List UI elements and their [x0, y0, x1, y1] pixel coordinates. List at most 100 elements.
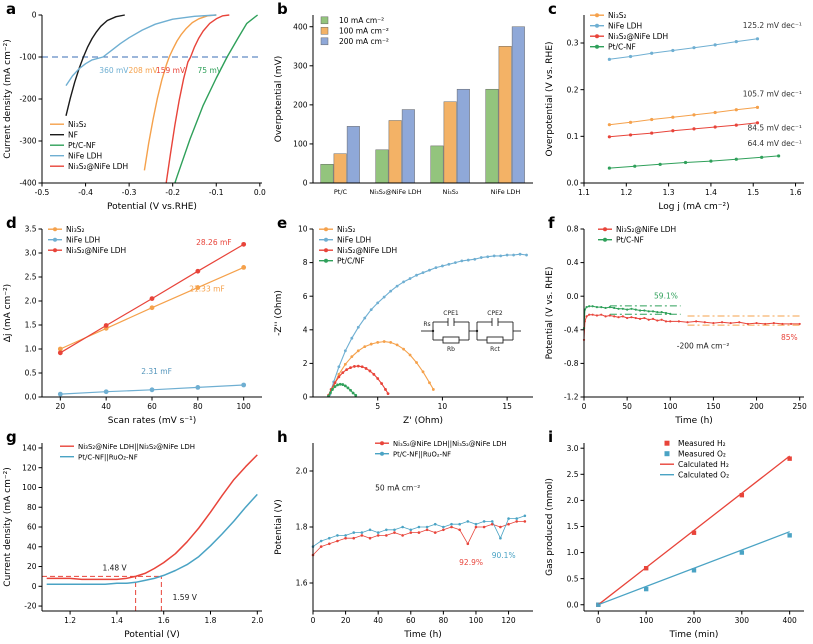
marker: [691, 530, 697, 535]
marker: [338, 382, 342, 386]
marker: [421, 370, 425, 374]
svg-text:-200 mA cm⁻²: -200 mA cm⁻²: [677, 341, 730, 350]
marker: [376, 341, 380, 344]
series-line: [46, 454, 258, 581]
marker: [337, 365, 341, 369]
svg-text:100: 100: [22, 483, 37, 492]
marker: [428, 268, 431, 272]
svg-text:Overpotential (V vs. RHE): Overpotential (V vs. RHE): [545, 41, 555, 156]
svg-text:Pt/C-NF: Pt/C-NF: [616, 236, 644, 245]
panel-h: h 0 20 40 60 80 100 120 1.6 1.8 2.0 Time (h) Potent…: [271, 428, 542, 642]
panel-letter-c: c: [548, 0, 557, 18]
bar: [456, 88, 470, 184]
svg-text:Rb: Rb: [447, 346, 455, 353]
svg-text:2.0: 2.0: [251, 616, 263, 625]
bar: [333, 153, 347, 184]
marker: [442, 525, 445, 529]
svg-text:0.3: 0.3: [567, 39, 579, 48]
marker: [692, 46, 696, 50]
svg-text:120: 120: [501, 616, 516, 625]
svg-text:8: 8: [303, 258, 308, 267]
svg-text:75 mV: 75 mV: [198, 66, 223, 75]
marker: [738, 321, 741, 324]
marker: [349, 366, 352, 369]
marker: [613, 315, 616, 318]
panel-letter-i: i: [548, 428, 554, 446]
marker: [650, 131, 654, 135]
panel-b: b Pt/C Ni₃S₂@NiFe LDH Ni₃S₂ NiFe LDH 0 100 200…: [271, 0, 542, 214]
marker: [643, 316, 646, 320]
marker: [621, 307, 624, 310]
marker: [739, 550, 745, 555]
marker: [638, 317, 642, 320]
marker: [368, 536, 372, 540]
marker: [607, 166, 611, 170]
marker: [241, 382, 247, 388]
marker: [360, 531, 364, 534]
marker: [450, 525, 453, 529]
marker: [450, 522, 453, 526]
svg-text:105.7 mV dec⁻¹: 105.7 mV dec⁻¹: [743, 90, 802, 99]
svg-text:300: 300: [735, 616, 750, 625]
marker: [482, 520, 486, 523]
svg-text:Time (min): Time (min): [669, 630, 719, 640]
series-line: [609, 122, 758, 138]
marker: [651, 317, 655, 320]
svg-text:1.0: 1.0: [567, 548, 579, 557]
marker: [492, 254, 496, 258]
panel-letter-b: b: [277, 0, 288, 18]
series-line: [597, 455, 791, 606]
marker: [595, 314, 599, 317]
chart-e-plot: 5 10 15 0 2 4 6 8 10 Z' (Ohm) -Z'' (Ohm) Ni₃S₂ NiFe …: [274, 225, 533, 426]
svg-text:Ni₃S₂@NiFe LDH||Ni₃S₂@NiFe LDH: Ni₃S₂@NiFe LDH||Ni₃S₂@NiFe LDH: [78, 443, 195, 451]
svg-text:NiFe LDH: NiFe LDH: [608, 22, 642, 31]
svg-text:20: 20: [56, 402, 66, 411]
svg-text:80: 80: [193, 402, 203, 411]
svg-text:Ni₃S₂: Ni₃S₂: [608, 11, 626, 20]
svg-text:60: 60: [147, 402, 157, 411]
svg-text:60: 60: [406, 616, 416, 625]
marker: [354, 393, 358, 397]
svg-text:Potential (V): Potential (V): [274, 499, 284, 554]
marker: [660, 318, 663, 321]
svg-text:0.2: 0.2: [567, 85, 579, 94]
svg-text:-100: -100: [19, 53, 36, 62]
marker: [319, 545, 323, 548]
svg-text:-300: -300: [19, 137, 36, 146]
series-line: [609, 106, 758, 126]
marker: [333, 385, 337, 388]
svg-text:6: 6: [303, 292, 308, 301]
marker: [149, 305, 155, 311]
svg-text:5: 5: [375, 402, 380, 411]
svg-text:50 mA cm⁻²: 50 mA cm⁻²: [375, 484, 420, 493]
svg-text:NF: NF: [68, 131, 78, 140]
marker: [353, 365, 356, 368]
marker: [664, 311, 668, 315]
marker: [604, 306, 607, 310]
marker: [349, 388, 352, 392]
svg-text:Pt/C-NF: Pt/C-NF: [608, 43, 636, 52]
marker: [425, 525, 429, 529]
svg-text:1.8: 1.8: [296, 523, 308, 532]
marker: [369, 308, 373, 312]
svg-text:-0.3: -0.3: [122, 188, 137, 197]
series-line: [143, 14, 217, 171]
svg-text:150: 150: [706, 402, 721, 411]
marker: [336, 383, 339, 387]
marker: [734, 123, 738, 127]
svg-text:0.8: 0.8: [567, 225, 579, 234]
marker: [350, 355, 354, 359]
marker: [149, 387, 155, 393]
marker: [515, 520, 519, 523]
marker: [327, 542, 331, 546]
marker: [692, 127, 696, 131]
svg-text:20: 20: [341, 616, 351, 625]
marker: [789, 322, 793, 326]
svg-text:Ni₃S₂: Ni₃S₂: [442, 188, 458, 196]
marker: [393, 531, 396, 534]
chart-c-plot: 1.1 1.2 1.3 1.4 1.5 1.6 0.0 0.1 0.2 0.3 Log j (mA …: [545, 11, 804, 212]
marker: [356, 364, 360, 368]
marker: [486, 255, 490, 259]
marker: [344, 536, 347, 540]
